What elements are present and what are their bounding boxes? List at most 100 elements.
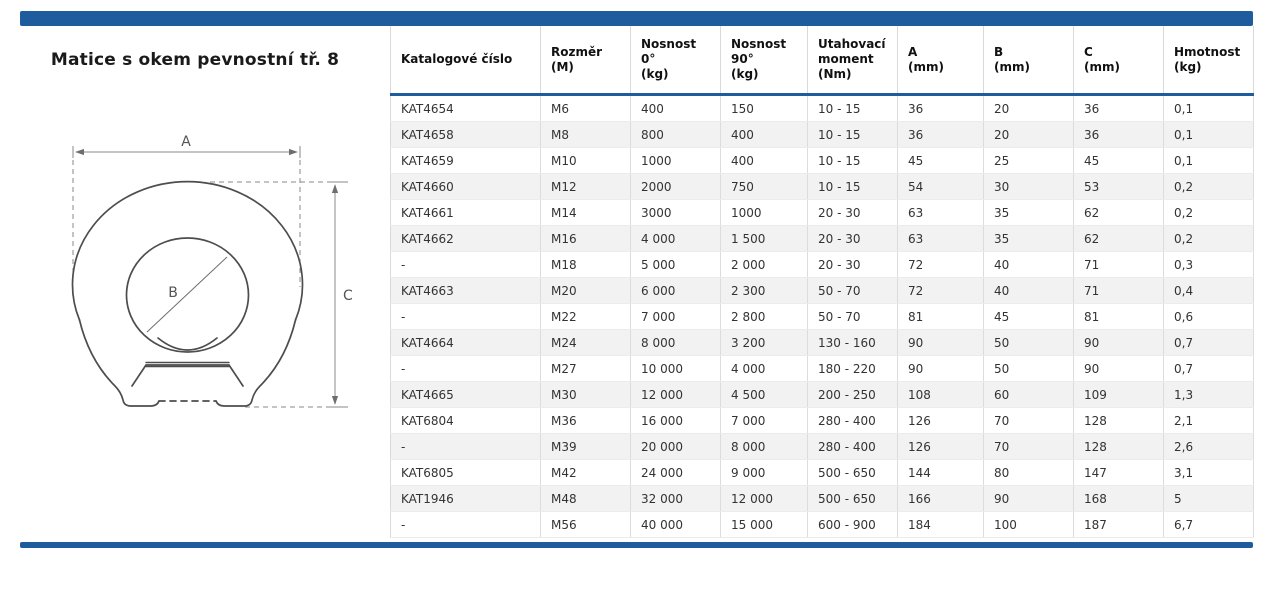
cell-b-mm: 70 [983,433,1074,460]
cell-b-mm: 100 [983,511,1074,538]
top-accent-bar [20,11,1253,26]
cell-nosnost-0: 16 000 [630,407,721,434]
cell-a-mm: 36 [897,94,984,122]
cell-nosnost-90: 4 500 [720,381,808,408]
cell-katalogove-cislo: KAT4662 [390,225,541,252]
cell-b-mm: 20 [983,94,1074,122]
cell-nosnost-90: 15 000 [720,511,808,538]
dimension-b-label: B [168,285,178,301]
cell-katalogove-cislo: KAT4654 [390,94,541,122]
cell-c-mm: 62 [1073,225,1164,252]
table-row: KAT1946 M48 32 000 12 000 500 - 650 166 90 168 5 [390,485,1254,512]
cell-hmotnost-kg: 5 [1163,485,1254,512]
cell-a-mm: 126 [897,433,984,460]
cell-nosnost-0: 400 [630,94,721,122]
cell-nosnost-0: 4 000 [630,225,721,252]
column-header-rozmer-m: Rozměr (M) [540,26,631,96]
cell-nosnost-0: 8 000 [630,329,721,356]
cell-rozmer-m: M10 [540,147,631,174]
dimension-c [210,181,348,408]
cell-utahovaci-moment: 600 - 900 [807,511,898,538]
cell-hmotnost-kg: 0,2 [1163,225,1254,252]
cell-katalogove-cislo: KAT4664 [390,329,541,356]
table-row: KAT4660 M12 2000 750 10 - 15 54 30 53 0,2 [390,173,1254,200]
cell-c-mm: 81 [1073,303,1164,330]
cell-a-mm: 72 [897,277,984,304]
table-row: KAT4661 M14 3000 1000 20 - 30 63 35 62 0,2 [390,199,1254,226]
cell-katalogove-cislo: KAT1946 [390,485,541,512]
cell-a-mm: 63 [897,225,984,252]
cell-nosnost-90: 400 [720,121,808,148]
cell-nosnost-0: 20 000 [630,433,721,460]
cell-katalogove-cislo: - [390,303,541,330]
cell-utahovaci-moment: 20 - 30 [807,199,898,226]
cell-nosnost-0: 24 000 [630,459,721,486]
cell-nosnost-0: 40 000 [630,511,721,538]
cell-hmotnost-kg: 6,7 [1163,511,1254,538]
cell-c-mm: 53 [1073,173,1164,200]
table-row: KAT4663 M20 6 000 2 300 50 - 70 72 40 71 0,4 [390,277,1254,304]
cell-utahovaci-moment: 20 - 30 [807,225,898,252]
eye-nut-technical-drawing: A C [55,125,375,445]
cell-b-mm: 50 [983,329,1074,356]
cell-a-mm: 63 [897,199,984,226]
cell-nosnost-0: 800 [630,121,721,148]
cell-b-mm: 30 [983,173,1074,200]
cell-b-mm: 20 [983,121,1074,148]
cell-katalogove-cislo: - [390,511,541,538]
cell-nosnost-90: 12 000 [720,485,808,512]
cell-katalogove-cislo: - [390,433,541,460]
cell-katalogove-cislo: - [390,251,541,278]
cell-katalogove-cislo: - [390,355,541,382]
cell-nosnost-90: 150 [720,94,808,122]
dimension-b-line [146,256,228,333]
table-row: KAT4664 M24 8 000 3 200 130 - 160 90 50 90 0,7 [390,329,1254,356]
cell-rozmer-m: M24 [540,329,631,356]
table-row: KAT6805 M42 24 000 9 000 500 - 650 144 80 147 3,… [390,459,1254,486]
cell-rozmer-m: M27 [540,355,631,382]
table-row: - M56 40 000 15 000 600 - 900 184 100 187 6,7 [390,511,1254,538]
cell-rozmer-m: M36 [540,407,631,434]
cell-b-mm: 70 [983,407,1074,434]
cell-hmotnost-kg: 0,2 [1163,173,1254,200]
cell-rozmer-m: M20 [540,277,631,304]
cell-nosnost-90: 750 [720,173,808,200]
cell-utahovaci-moment: 20 - 30 [807,251,898,278]
cell-utahovaci-moment: 130 - 160 [807,329,898,356]
cell-nosnost-0: 10 000 [630,355,721,382]
table-header-row: Katalogové číslo Rozměr (M) Nosnost 0° (kg… [390,26,1254,96]
cell-nosnost-0: 7 000 [630,303,721,330]
cell-c-mm: 45 [1073,147,1164,174]
cell-b-mm: 80 [983,459,1074,486]
table-row: KAT4662 M16 4 000 1 500 20 - 30 63 35 62 0,2 [390,225,1254,252]
table-row: - M18 5 000 2 000 20 - 30 72 40 71 0,3 [390,251,1254,278]
cell-a-mm: 144 [897,459,984,486]
cell-utahovaci-moment: 180 - 220 [807,355,898,382]
cell-nosnost-0: 6 000 [630,277,721,304]
cell-b-mm: 45 [983,303,1074,330]
column-header-katalogove-cislo: Katalogové číslo [390,26,541,96]
cell-rozmer-m: M48 [540,485,631,512]
cell-c-mm: 90 [1073,355,1164,382]
cell-a-mm: 81 [897,303,984,330]
cell-hmotnost-kg: 0,3 [1163,251,1254,278]
cell-c-mm: 109 [1073,381,1164,408]
cell-a-mm: 108 [897,381,984,408]
column-header-c-mm: C (mm) [1073,26,1164,96]
cell-a-mm: 90 [897,355,984,382]
cell-rozmer-m: M42 [540,459,631,486]
cell-katalogove-cislo: KAT4661 [390,199,541,226]
eye-nut-outline [71,180,304,407]
table-row: KAT6804 M36 16 000 7 000 280 - 400 126 70 128 2,… [390,407,1254,434]
cell-nosnost-90: 400 [720,147,808,174]
cell-nosnost-90: 2 800 [720,303,808,330]
cell-nosnost-90: 9 000 [720,459,808,486]
cell-nosnost-90: 4 000 [720,355,808,382]
cell-a-mm: 184 [897,511,984,538]
cell-c-mm: 36 [1073,121,1164,148]
cell-rozmer-m: M6 [540,94,631,122]
cell-c-mm: 36 [1073,94,1164,122]
column-header-nosnost-0: Nosnost 0° (kg) [630,26,721,96]
dimension-a-label: A [181,134,191,150]
